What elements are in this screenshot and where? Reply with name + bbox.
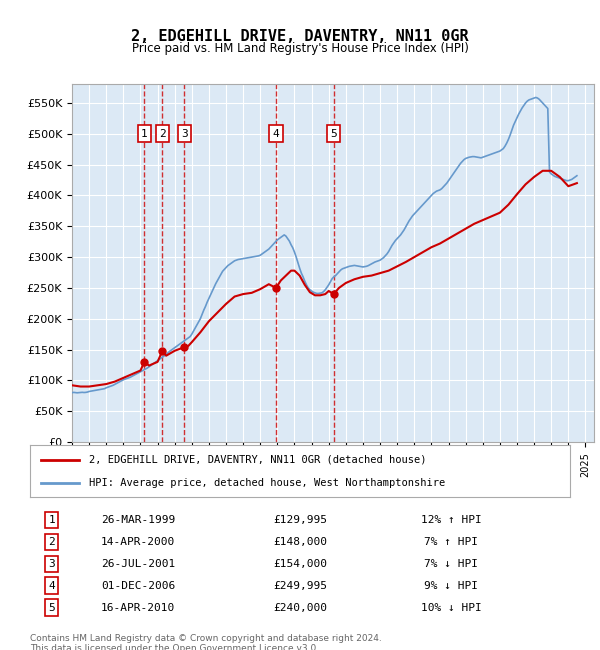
Text: 7% ↓ HPI: 7% ↓ HPI — [424, 559, 478, 569]
Text: 1: 1 — [48, 515, 55, 525]
Text: 10% ↓ HPI: 10% ↓ HPI — [421, 603, 482, 612]
Text: 26-MAR-1999: 26-MAR-1999 — [101, 515, 175, 525]
Text: HPI: Average price, detached house, West Northamptonshire: HPI: Average price, detached house, West… — [89, 478, 446, 488]
Text: £148,000: £148,000 — [273, 537, 327, 547]
Text: Price paid vs. HM Land Registry's House Price Index (HPI): Price paid vs. HM Land Registry's House … — [131, 42, 469, 55]
Text: 2, EDGEHILL DRIVE, DAVENTRY, NN11 0GR: 2, EDGEHILL DRIVE, DAVENTRY, NN11 0GR — [131, 29, 469, 44]
Text: £154,000: £154,000 — [273, 559, 327, 569]
Text: 9% ↓ HPI: 9% ↓ HPI — [424, 580, 478, 591]
Text: 4: 4 — [272, 129, 280, 139]
Text: £240,000: £240,000 — [273, 603, 327, 612]
Text: 3: 3 — [181, 129, 188, 139]
Text: Contains HM Land Registry data © Crown copyright and database right 2024.
This d: Contains HM Land Registry data © Crown c… — [30, 634, 382, 650]
Text: 2: 2 — [159, 129, 166, 139]
Text: 1: 1 — [141, 129, 148, 139]
Text: £129,995: £129,995 — [273, 515, 327, 525]
Text: 3: 3 — [48, 559, 55, 569]
Text: 7% ↑ HPI: 7% ↑ HPI — [424, 537, 478, 547]
Text: 16-APR-2010: 16-APR-2010 — [101, 603, 175, 612]
Text: 01-DEC-2006: 01-DEC-2006 — [101, 580, 175, 591]
Text: 14-APR-2000: 14-APR-2000 — [101, 537, 175, 547]
Text: 4: 4 — [48, 580, 55, 591]
Text: £249,995: £249,995 — [273, 580, 327, 591]
Text: 5: 5 — [331, 129, 337, 139]
Text: 26-JUL-2001: 26-JUL-2001 — [101, 559, 175, 569]
Text: 2: 2 — [48, 537, 55, 547]
Text: 2, EDGEHILL DRIVE, DAVENTRY, NN11 0GR (detached house): 2, EDGEHILL DRIVE, DAVENTRY, NN11 0GR (d… — [89, 455, 427, 465]
Text: 5: 5 — [48, 603, 55, 612]
Text: 12% ↑ HPI: 12% ↑ HPI — [421, 515, 482, 525]
